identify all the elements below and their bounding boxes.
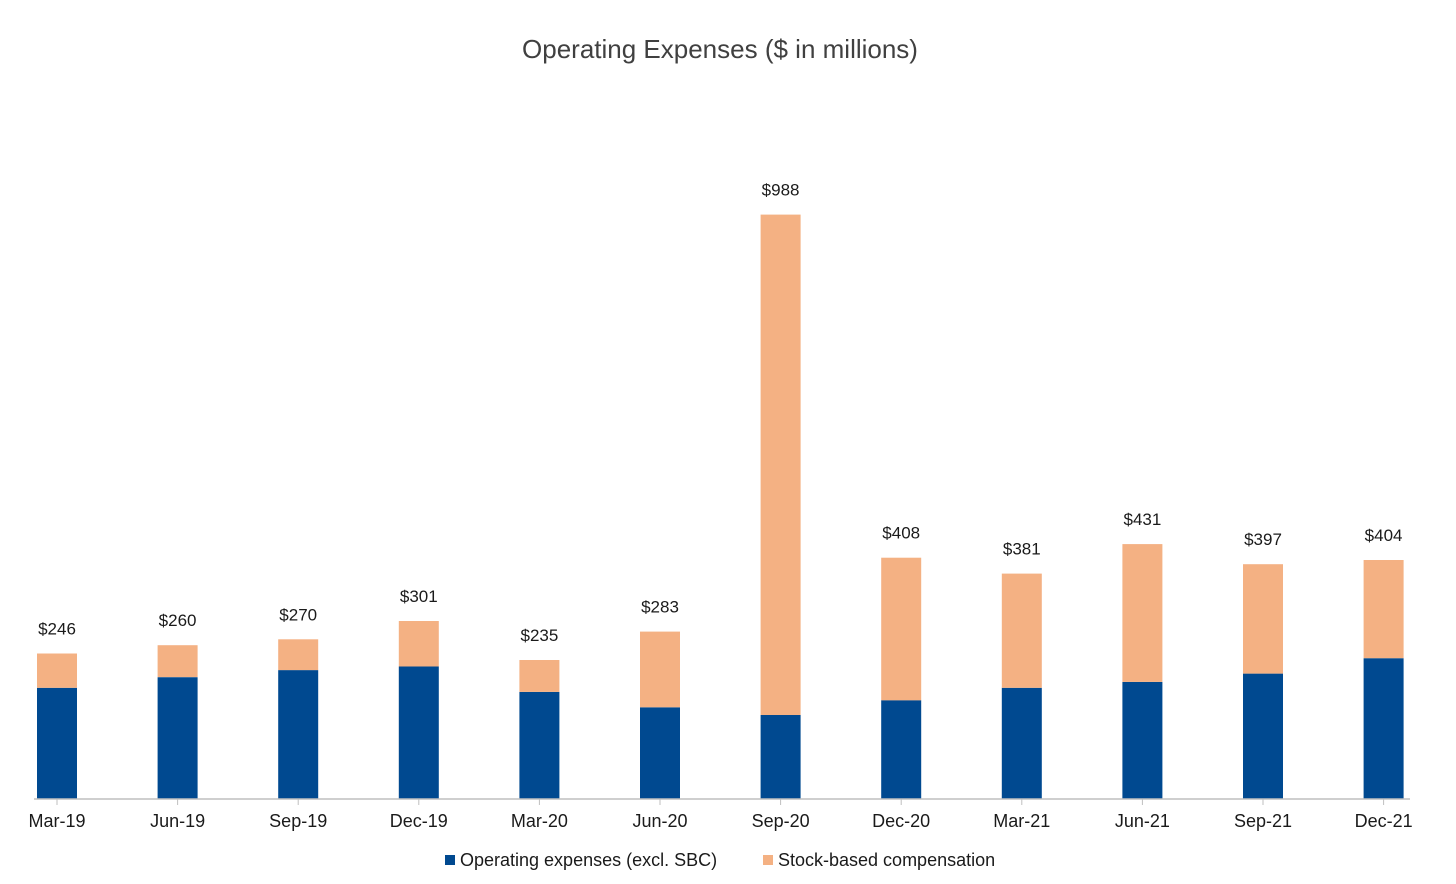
legend-swatch-opex bbox=[445, 855, 455, 865]
legend: Operating expenses (excl. SBC) Stock-bas… bbox=[445, 850, 995, 870]
bar-opex-mar-19 bbox=[37, 687, 77, 799]
bar-sbc-sep-21 bbox=[1243, 564, 1283, 674]
x-tick-label-dec-19: Dec-19 bbox=[390, 811, 448, 831]
bar-opex-sep-19 bbox=[278, 670, 319, 799]
bar-sbc-dec-20 bbox=[881, 557, 922, 701]
bar-sbc-jun-20 bbox=[640, 631, 680, 708]
total-label-dec-19: $301 bbox=[400, 587, 438, 606]
total-label-mar-19: $246 bbox=[38, 620, 76, 639]
bar-opex-mar-20 bbox=[519, 691, 560, 799]
x-tick-label-jun-20: Jun-20 bbox=[632, 811, 687, 831]
x-tick-label-sep-19: Sep-19 bbox=[269, 811, 327, 831]
legend-label-opex: Operating expenses (excl. SBC) bbox=[460, 850, 717, 870]
total-labels: $246 $260 $270 $301 $235 $283 $988 $408 $381 $431… bbox=[38, 181, 1402, 645]
bar-sbc-mar-19 bbox=[37, 653, 77, 688]
bar-opex-jun-20 bbox=[640, 707, 680, 799]
x-axis-ticks: Mar-19 Jun-19 Sep-19 Dec-19 Mar-20 Jun-20 Sep-… bbox=[28, 799, 1413, 831]
x-tick-label-sep-20: Sep-20 bbox=[752, 811, 810, 831]
x-tick-label-dec-20: Dec-20 bbox=[872, 811, 930, 831]
bar-sbc-sep-19 bbox=[278, 639, 319, 671]
bar-sbc-jun-21 bbox=[1122, 544, 1163, 682]
bar-opex-sep-21 bbox=[1243, 673, 1283, 799]
x-tick-label-mar-21: Mar-21 bbox=[993, 811, 1050, 831]
x-tick-label-jun-19: Jun-19 bbox=[150, 811, 205, 831]
bar-sbc-sep-20 bbox=[760, 214, 801, 715]
total-label-jun-21: $431 bbox=[1123, 510, 1161, 529]
bar-sbc-jun-19 bbox=[157, 645, 198, 678]
bar-opex-dec-19 bbox=[398, 666, 439, 799]
bar-opex-jun-21 bbox=[1122, 681, 1163, 799]
total-label-dec-20: $408 bbox=[882, 524, 920, 543]
bar-opex-sep-20 bbox=[760, 715, 801, 799]
bar-opex-mar-21 bbox=[1001, 687, 1042, 799]
bar-opex-dec-20 bbox=[881, 700, 922, 799]
total-label-jun-20: $283 bbox=[641, 598, 679, 617]
legend-swatch-sbc bbox=[763, 855, 773, 865]
total-label-sep-19: $270 bbox=[279, 605, 317, 624]
chart-title: Operating Expenses ($ in millions) bbox=[522, 34, 918, 64]
total-label-jun-19: $260 bbox=[159, 611, 197, 630]
total-label-dec-21: $404 bbox=[1365, 526, 1403, 545]
bar-group bbox=[37, 214, 1404, 799]
bar-sbc-dec-21 bbox=[1363, 560, 1404, 659]
total-label-mar-21: $381 bbox=[1003, 540, 1041, 559]
x-tick-label-mar-19: Mar-19 bbox=[28, 811, 85, 831]
x-tick-label-sep-21: Sep-21 bbox=[1234, 811, 1292, 831]
total-label-sep-20: $988 bbox=[762, 181, 800, 200]
total-label-mar-20: $235 bbox=[520, 626, 558, 645]
x-tick-label-dec-21: Dec-21 bbox=[1355, 811, 1413, 831]
legend-label-sbc: Stock-based compensation bbox=[778, 850, 995, 870]
total-label-sep-21: $397 bbox=[1244, 530, 1282, 549]
x-tick-label-mar-20: Mar-20 bbox=[511, 811, 568, 831]
bar-sbc-mar-21 bbox=[1001, 573, 1042, 688]
bar-opex-dec-21 bbox=[1363, 658, 1404, 799]
bar-sbc-dec-19 bbox=[398, 621, 439, 667]
x-tick-label-jun-21: Jun-21 bbox=[1115, 811, 1170, 831]
bar-sbc-mar-20 bbox=[519, 660, 560, 692]
bar-opex-jun-19 bbox=[157, 677, 198, 799]
